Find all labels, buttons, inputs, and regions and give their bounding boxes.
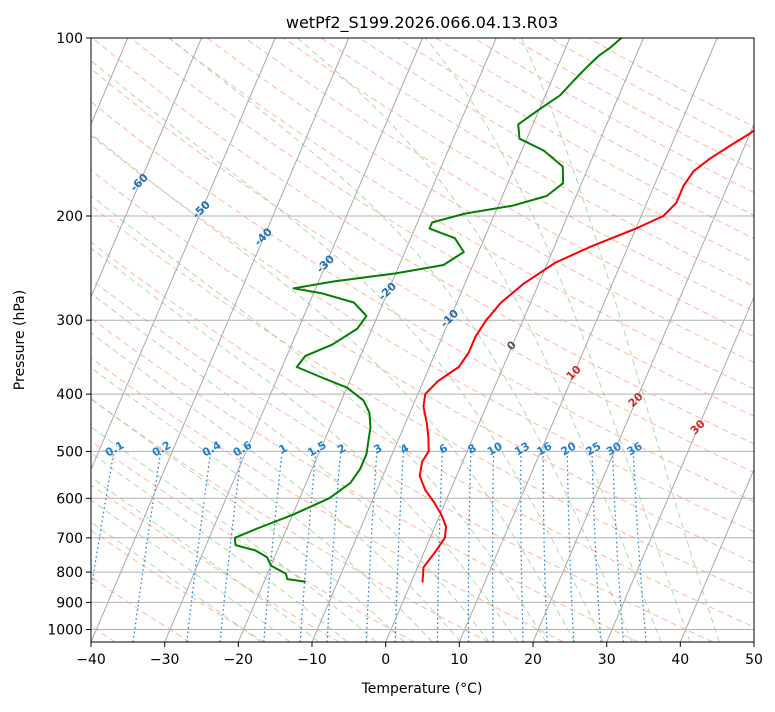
y-tick-label: 500 (56, 444, 83, 460)
x-tick-label: −30 (150, 652, 180, 668)
y-axis-title: Pressure (hPa) (12, 290, 28, 390)
x-tick-label: 10 (450, 652, 468, 668)
y-tick-label: 100 (56, 31, 83, 47)
x-tick-label: 50 (745, 652, 763, 668)
x-tick-label: 40 (671, 652, 689, 668)
y-tick-label: 200 (56, 209, 83, 225)
x-tick-label: −40 (76, 652, 106, 668)
y-tick-label: 700 (56, 531, 83, 547)
x-tick-label: 20 (524, 652, 542, 668)
y-tick-label: 600 (56, 491, 83, 507)
x-tick-label: −10 (297, 652, 327, 668)
y-tick-label: 300 (56, 313, 83, 329)
y-tick-label: 900 (56, 595, 83, 611)
chart-title: wetPf2_S199.2026.066.04.13.R03 (286, 13, 558, 33)
x-tick-label: 30 (598, 652, 616, 668)
y-tick-label: 400 (56, 387, 83, 403)
isotherm-line (754, 38, 775, 642)
y-tick-label: 800 (56, 565, 83, 581)
x-tick-label: −20 (224, 652, 254, 668)
isotherm-label: -70 (66, 144, 89, 167)
y-tick-label: 1000 (47, 623, 83, 639)
x-tick-label: 0 (381, 652, 390, 668)
x-axis-title: Temperature (°C) (361, 681, 483, 697)
isotherm-label: -80 (4, 116, 27, 139)
